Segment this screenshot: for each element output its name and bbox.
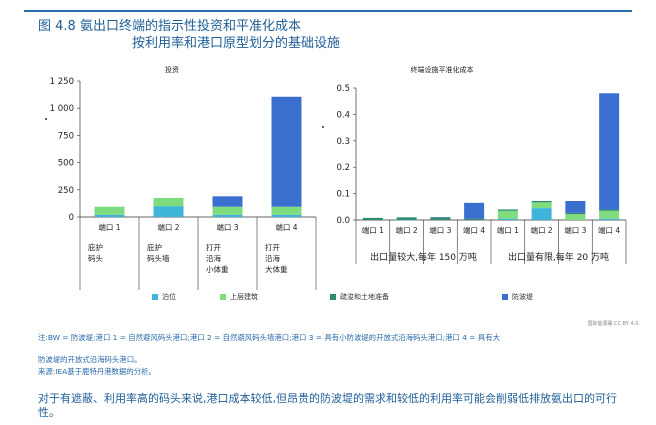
bar-segment: [271, 206, 302, 215]
y-tick-label: 0.5: [336, 84, 350, 94]
legend-item-berth: 泊位: [152, 292, 176, 302]
category-sublabel: 沿海: [265, 253, 280, 263]
bar-segment: [565, 214, 586, 220]
legend-swatch: [220, 294, 226, 300]
category-sublabel: 码头墙: [147, 253, 170, 263]
bar-segment: [94, 214, 125, 217]
category-sublabel: 庇护: [147, 242, 162, 252]
category-label: 端口 1: [98, 222, 120, 232]
chart-title: 投资: [165, 65, 179, 74]
y-tick-label: 500: [58, 159, 74, 169]
y-tick-label: 1 250: [50, 77, 74, 87]
legend-label: 上层建筑: [230, 293, 258, 301]
legend-item-breakwater: 防波堤: [502, 292, 533, 302]
y-tick-label: 0: [69, 213, 74, 223]
legend-label: 防波堤: [512, 293, 533, 301]
category-sublabel: 沿海: [206, 253, 221, 263]
category-sublabel: 码头: [88, 253, 103, 263]
legend-swatch: [330, 294, 336, 300]
category-sublabel: 大体重: [265, 264, 288, 274]
bar-segment: [153, 206, 184, 217]
bar-segment: [430, 217, 451, 220]
bar-segment: [396, 219, 417, 221]
category-label: 端口 4: [463, 225, 485, 235]
bar-segment: [271, 214, 302, 217]
category-label: 端口 2: [531, 225, 553, 235]
category-sublabel: 打开: [206, 242, 221, 252]
category-label: 端口 2: [157, 222, 179, 232]
bar-segment: [565, 212, 586, 215]
legend: 泊位 上层建筑 疏浚和土地准备 防波堤: [0, 292, 656, 306]
group-label: 出口量较大,每年 150 万吨: [370, 251, 477, 263]
y-tick-label: 0.3: [336, 137, 350, 147]
source-note: 来源:IEA基于鹿特丹港数据的分析。: [38, 367, 156, 376]
investment-chart-panel: 投资 0 250 500 750 1 000 1 250 端口 1 庇护 码头 端口 2 庇护 码头墙端…: [24, 60, 324, 310]
category-label: 端口 1: [362, 225, 384, 235]
category-label: 端口 4: [275, 222, 297, 232]
bar-segment: [396, 217, 417, 220]
levelised-cost-chart-panel: 终端设施平准化成本 0.0 0.1 0.2 0.3 0.4 0.5 端口 1 端口 2 端口 3 端…: [322, 60, 634, 310]
top-rule: [24, 10, 632, 12]
bar-segment: [212, 214, 243, 217]
legend-item-superstructure: 上层建筑: [220, 292, 258, 302]
source-tag: 国际能源署.CC BY 4.0.: [587, 321, 640, 327]
category-sublabel: 庇护: [88, 242, 103, 252]
stray-dot: [45, 118, 47, 120]
conclusion-text: 对于有遮蔽、利用率高的码头来说,港口成本较低,但昂贵的防波堤的需求和较低的利用率…: [38, 392, 617, 419]
bar-segment: [599, 209, 620, 211]
bar-segment: [430, 217, 451, 218]
figure-title-line2: 按利用率和港口原型划分的基础设施: [132, 36, 341, 51]
bar-segment: [599, 218, 620, 220]
bar-segment: [94, 206, 125, 215]
y-tick-label: 0.0: [336, 216, 350, 226]
y-tick-label: 250: [58, 186, 74, 196]
bar-segment: [212, 206, 243, 215]
legend-swatch: [502, 294, 508, 300]
category-label: 端口 4: [598, 225, 620, 235]
bar-segment: [497, 209, 518, 211]
y-tick-label: 0.1: [336, 190, 350, 200]
bar-segment: [531, 200, 552, 203]
figure-title-line1: 图 4.8 氨出口终端的指示性投资和平准化成本: [38, 19, 301, 34]
category-label: 端口 3: [429, 225, 451, 235]
bar-segment: [531, 208, 552, 220]
bar-segment: [599, 210, 620, 219]
category-label: 端口 3: [564, 225, 586, 235]
legend-item-dredging: 疏浚和土地准备: [330, 292, 389, 302]
category-label: 端口 1: [497, 225, 519, 235]
bar-segment: [497, 210, 518, 219]
legend-label: 泊位: [162, 293, 176, 301]
y-tick-label: 0.4: [336, 110, 350, 120]
category-label: 端口 3: [216, 222, 238, 232]
stray-dot: [322, 126, 324, 128]
bar-segment: [531, 202, 552, 209]
category-sublabel: 打开: [265, 242, 280, 252]
bar-segment: [497, 218, 518, 220]
bar-segment: [464, 202, 485, 219]
bar-segment: [212, 196, 243, 207]
legend-label: 疏浚和土地准备: [340, 293, 389, 301]
y-tick-label: 750: [58, 131, 74, 141]
bar-segment: [271, 96, 302, 207]
legend-swatch: [152, 294, 158, 300]
y-tick-label: 0.2: [336, 163, 350, 173]
note-line2: 防波堤的开放式沿海码头港口。: [38, 355, 142, 364]
y-tick-label: 1 000: [50, 104, 74, 114]
bar-segment: [464, 218, 485, 220]
category-sublabel: 小体重: [206, 264, 229, 274]
levelised-cost-chart: 终端设施平准化成本 0.0 0.1 0.2 0.3 0.4 0.5 端口 1 端口 2 端口 3 端…: [336, 65, 627, 264]
chart-title: 终端设施平准化成本: [411, 65, 474, 74]
note-line1: 注:BW = 防波堤;港口 1 = 自然避风码头港口;港口 2 = 自然避风码头…: [38, 333, 500, 342]
bar-segment: [565, 200, 586, 213]
category-label: 端口 2: [396, 225, 418, 235]
bar-segment: [599, 93, 620, 210]
bar-segment: [362, 217, 383, 220]
bar-segment: [153, 197, 184, 207]
group-label: 出口量有限,每年 20 万吨: [508, 251, 609, 263]
figure-title: 图 4.8 氨出口终端的指示性投资和平准化成本 按利用率和港口原型划分的基础设施: [38, 18, 340, 52]
